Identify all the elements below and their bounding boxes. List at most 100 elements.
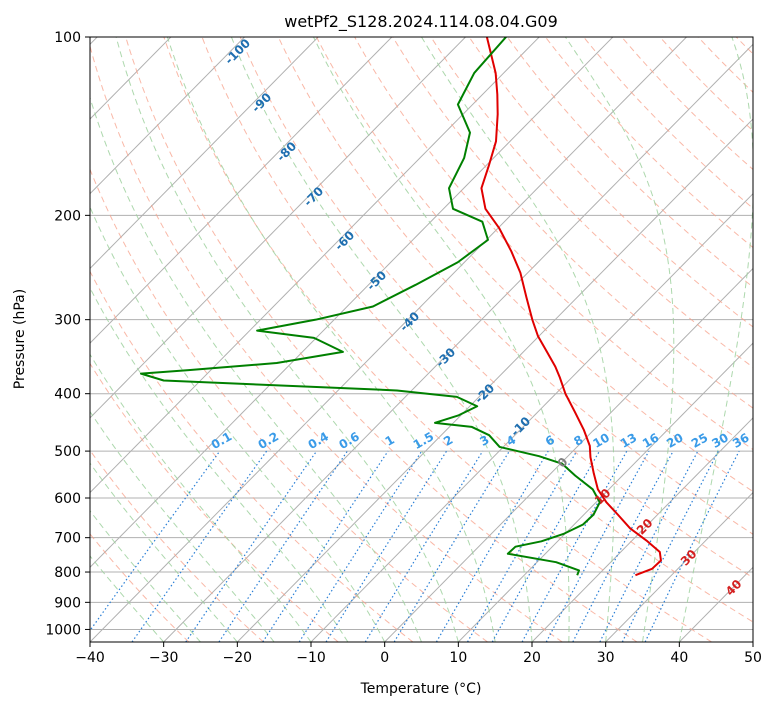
x-tick-label: 30 bbox=[597, 650, 615, 666]
isotherm-line bbox=[531, 417, 753, 642]
isotherm-line bbox=[90, 37, 393, 344]
dry-adiabat-line bbox=[277, 37, 753, 535]
mixing-ratio-label: 20 bbox=[664, 430, 685, 450]
y-tick-label: 300 bbox=[54, 313, 81, 329]
y-tick-label: 400 bbox=[54, 387, 81, 403]
dry-adiabat-label: -70 bbox=[301, 184, 326, 209]
dry-adiabat-line bbox=[659, 37, 753, 132]
mixing-ratio-label: 2 bbox=[441, 433, 455, 449]
x-tick-label: −10 bbox=[296, 650, 326, 666]
mixing-ratio-label: 25 bbox=[689, 430, 710, 450]
x-tick-label: −20 bbox=[223, 650, 253, 666]
mixing-ratio-line bbox=[545, 450, 650, 642]
isotherm-line bbox=[163, 43, 753, 642]
dry-adiabat-line bbox=[90, 533, 190, 642]
moist-adiabat-line bbox=[230, 37, 533, 642]
mixing-ratio-label: 1 bbox=[383, 433, 397, 449]
moist-adiabat-line bbox=[90, 96, 422, 642]
y-tick-label: 700 bbox=[54, 531, 81, 547]
x-tick-label: 40 bbox=[670, 650, 688, 666]
y-tick-label: 800 bbox=[54, 565, 81, 581]
mixing-ratio-line bbox=[521, 450, 628, 642]
x-tick-label: −40 bbox=[75, 650, 105, 666]
mixing-ratio-label: 10 bbox=[590, 430, 611, 450]
dry-adiabat-label: -60 bbox=[332, 228, 357, 253]
x-tick-label: 10 bbox=[449, 650, 467, 666]
moist-adiabat-line bbox=[90, 287, 349, 642]
isotherm-line bbox=[236, 118, 753, 642]
moist-adiabat-line bbox=[90, 353, 312, 642]
y-axis-label: Pressure (hPa) bbox=[12, 289, 28, 389]
mixing-ratio-label: 36 bbox=[730, 430, 751, 450]
x-tick-label: −30 bbox=[149, 650, 179, 666]
dry-adiabat-label: -80 bbox=[274, 139, 299, 164]
moist-adiabat-line bbox=[90, 462, 238, 642]
isotherm-line bbox=[90, 37, 245, 195]
dry-adiabat-label: -100 bbox=[222, 36, 253, 67]
y-tick-label: 500 bbox=[54, 444, 81, 460]
moist-adiabat-line bbox=[90, 410, 275, 642]
isotherm-line bbox=[752, 641, 753, 642]
mixing-ratio-line bbox=[325, 450, 448, 642]
moist-adiabat-line bbox=[421, 37, 615, 642]
mixing-ratio-label: 13 bbox=[618, 430, 639, 450]
moist-adiabat-line bbox=[90, 510, 201, 642]
moist-adiabat-label: 10 bbox=[592, 486, 614, 508]
dry-adiabat-line bbox=[163, 37, 712, 642]
isotherm-line bbox=[90, 37, 614, 569]
moist-adiabat-line bbox=[678, 37, 753, 642]
y-tick-label: 200 bbox=[54, 208, 81, 224]
dewpoint-profile-line bbox=[139, 37, 601, 576]
dry-adiabat-line bbox=[735, 37, 753, 55]
mixing-ratio-label: 1.5 bbox=[411, 429, 436, 452]
mixing-ratio-label: 0.4 bbox=[306, 429, 331, 452]
mixing-ratio-line bbox=[393, 450, 510, 642]
x-tick-label: 0 bbox=[380, 650, 389, 666]
y-tick-label: 100 bbox=[54, 30, 81, 46]
mixing-ratio-line bbox=[218, 450, 348, 642]
dry-adiabat-line bbox=[583, 37, 753, 209]
moist-adiabat-line bbox=[313, 37, 570, 642]
x-axis-label: Temperature (°C) bbox=[360, 681, 482, 697]
dry-adiabat-line bbox=[125, 37, 638, 642]
dry-adiabat-line bbox=[621, 37, 753, 171]
mixing-ratio-line bbox=[90, 450, 221, 632]
plot-area: −40 −30 −20 −10 0 10 20 30 40 5010020030040050060… bbox=[45, 30, 762, 666]
isotherm-line bbox=[90, 37, 687, 642]
mixing-ratio-line bbox=[644, 450, 740, 642]
mixing-ratio-line bbox=[435, 450, 549, 642]
isotherm-line bbox=[90, 37, 319, 270]
dry-adiabat-line bbox=[697, 37, 753, 93]
mixing-ratio-line bbox=[621, 450, 719, 642]
dry-adiabat-line bbox=[468, 37, 753, 328]
mixing-ratio-label: 30 bbox=[709, 430, 730, 450]
moist-adiabat-line bbox=[115, 37, 459, 642]
dry-adiabat-label: -90 bbox=[249, 90, 274, 115]
dry-adiabat-label: -40 bbox=[397, 309, 422, 334]
mixing-ratio-label: 0.6 bbox=[336, 429, 361, 452]
dry-adiabat-line bbox=[545, 37, 753, 249]
mixing-ratio-line bbox=[572, 450, 674, 642]
mixing-ratio-line bbox=[298, 450, 423, 642]
plot-lines bbox=[90, 37, 753, 642]
dry-adiabat-line bbox=[354, 37, 753, 451]
temperature-profile-line bbox=[480, 37, 662, 577]
moist-adiabat-line bbox=[564, 37, 675, 642]
dry-adiabat-line bbox=[90, 270, 414, 642]
isotherm-line bbox=[384, 267, 753, 642]
moist-adiabat-line bbox=[90, 205, 386, 642]
dry-adiabat-line bbox=[316, 37, 753, 493]
x-tick-label: 20 bbox=[523, 650, 541, 666]
dry-adiabat-line bbox=[239, 37, 753, 579]
chart-title: wetPf2_S128.2024.114.08.04.G09 bbox=[284, 12, 558, 32]
mixing-ratio-label: 0.2 bbox=[256, 429, 281, 452]
isotherm-line bbox=[605, 491, 753, 642]
plot-frame bbox=[89, 36, 754, 643]
x-tick-label: 50 bbox=[744, 650, 762, 666]
mixing-ratio-line bbox=[262, 450, 389, 642]
mixing-ratio-line bbox=[364, 450, 484, 642]
mixing-ratio-line bbox=[185, 450, 318, 642]
isotherm-line bbox=[90, 37, 540, 494]
